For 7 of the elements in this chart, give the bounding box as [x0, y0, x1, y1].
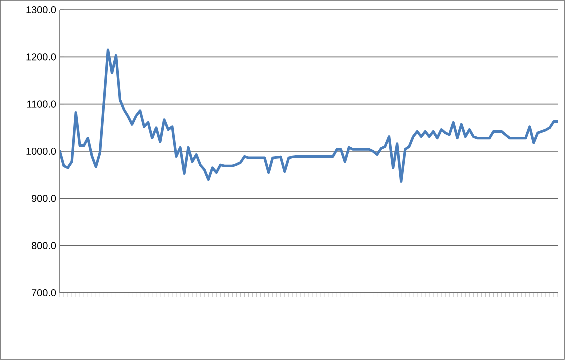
y-tick-label: 1200.0	[26, 54, 56, 61]
y-tick-label: 1100.0	[28, 100, 56, 108]
y-tick-label: 1000.0	[26, 148, 56, 156]
y-tick-label: 700.0	[32, 289, 56, 297]
y-tick-label: 800.0	[32, 242, 56, 250]
y-tick-label: 900.0	[32, 195, 56, 202]
y-tick-label: 1300.0	[26, 6, 56, 14]
